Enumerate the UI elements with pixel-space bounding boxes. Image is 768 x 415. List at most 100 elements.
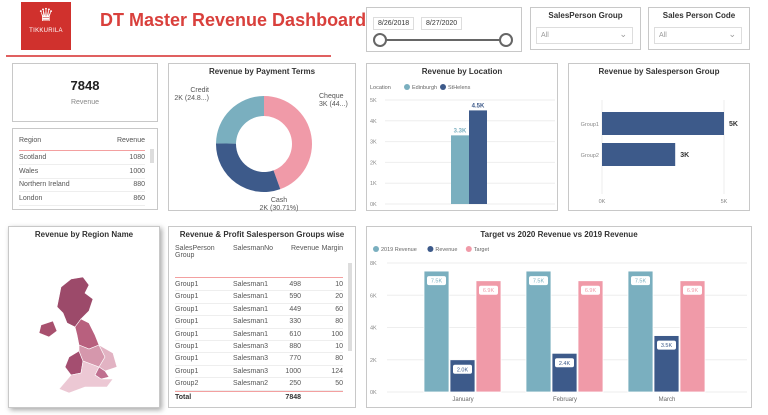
y-tick: 2K [370, 160, 377, 166]
chart-title: Revenue by Region Name [34, 230, 134, 239]
revenue-cell: 1000 [285, 367, 301, 375]
start-date-input[interactable]: 8/26/2018 [373, 17, 415, 30]
location-chart: Revenue by Location Location Edinburgh StH… [366, 63, 558, 211]
column-header-salesman[interactable]: SalesmanNo [233, 245, 274, 252]
region-north-england [74, 318, 100, 350]
slice-label: 2K (30.71%) [260, 205, 299, 212]
chevron-down-icon: ⌄ [619, 29, 627, 39]
category-label: Group2 [581, 153, 599, 159]
chart-title: Revenue by Payment Terms [208, 67, 316, 76]
data-label-box [529, 276, 548, 286]
region-name: Scotland [19, 154, 47, 161]
donut-slice-cheque[interactable] [264, 96, 313, 190]
table-row[interactable]: Group1 Salesman3 1000 124 [175, 366, 343, 379]
bar-target[interactable] [577, 280, 604, 393]
kpi-label: Revenue [70, 99, 100, 106]
salesperson-group-dropdown[interactable]: All ⌄ [536, 27, 633, 44]
slice-label: 2K (24.8...) [174, 95, 209, 102]
slice-name: Cash [271, 197, 287, 204]
data-label: 3.5K [661, 343, 673, 349]
donut-slice-cash[interactable] [216, 143, 281, 193]
bar-sthelens[interactable] [469, 110, 487, 204]
slice-name: Credit [190, 87, 209, 94]
table-total-row: Total 7848 [175, 391, 343, 404]
bar-group1[interactable] [602, 112, 724, 135]
table-row[interactable]: Group2 Salesman2 250 50 [175, 378, 343, 391]
column-header-revenue[interactable]: Revenue [291, 245, 320, 252]
bar-edinburgh[interactable] [451, 135, 469, 204]
group-cell: Group1 [175, 330, 199, 338]
table-row[interactable]: London 860 [19, 193, 145, 206]
table-row[interactable]: Group1 Salesman3 880 10 [175, 341, 343, 354]
end-date-input[interactable]: 8/27/2020 [421, 17, 463, 30]
salesman-cell: Salesman3 [233, 355, 269, 363]
table-row[interactable]: Group1 Salesman1 498 10 [175, 279, 343, 292]
salesperson-group-slicer: SalesPerson Group All ⌄ [530, 7, 641, 50]
region-name: Wales [19, 167, 39, 175]
group-cell: Group2 [175, 380, 199, 388]
bar-target[interactable] [475, 280, 502, 393]
target-revenue-chart: Target vs 2020 Revenue vs 2019 Revenue 2… [366, 226, 752, 408]
table-row[interactable]: Group1 Salesman1 330 80 [175, 316, 343, 329]
margin-cell: 100 [331, 330, 343, 338]
uk-map[interactable] [9, 227, 161, 409]
region-revenue: 1080 [129, 154, 145, 161]
data-label: 7.5K [533, 279, 545, 285]
data-label: 3K [680, 152, 689, 159]
x-tick: March [659, 397, 676, 403]
bar-2019-revenue[interactable] [525, 270, 552, 393]
region-revenue: 1000 [129, 167, 145, 175]
bar-revenue[interactable] [449, 359, 476, 393]
y-tick: 5K [370, 98, 377, 104]
region-south [58, 360, 114, 394]
slider-start-handle[interactable] [373, 33, 387, 47]
data-label: 2.4K [559, 361, 571, 367]
category-label: Group1 [581, 122, 599, 128]
table-row[interactable]: Wales 1000 [19, 166, 145, 179]
table-row[interactable]: Group1 Salesman1 590 20 [175, 291, 343, 304]
table-row[interactable]: Group1 Salesman1 449 60 [175, 304, 343, 317]
table-row[interactable]: Northern Ireland 880 [19, 179, 145, 192]
margin-cell: 20 [335, 293, 343, 301]
scrollbar[interactable] [150, 149, 154, 163]
bar-2019-revenue[interactable] [627, 270, 654, 393]
margin-cell: 10 [335, 281, 343, 288]
table-row[interactable]: Group1 Salesman1 610 100 [175, 329, 343, 341]
legend-marker [427, 246, 434, 252]
column-header-region[interactable]: Region [19, 137, 42, 144]
region-map: Revenue by Region Name [8, 226, 160, 408]
crown-icon: ♛ [37, 5, 55, 25]
column-header-group[interactable]: SalesPerson Group [175, 245, 215, 259]
table-row[interactable]: Scotland 1080 [19, 152, 145, 165]
margin-cell: 124 [331, 367, 343, 375]
region-revenue: 880 [133, 181, 145, 188]
margin-cell: 80 [335, 355, 343, 363]
donut-slice-credit[interactable] [216, 96, 264, 144]
legend-marker [440, 84, 446, 90]
scrollbar[interactable] [348, 263, 352, 351]
region-name: London [19, 194, 43, 202]
revenue-cell: 250 [289, 380, 301, 388]
sales-person-code-dropdown[interactable]: All ⌄ [654, 27, 742, 44]
dropdown-value: All [659, 32, 667, 39]
legend-label: Target [474, 247, 490, 253]
bar-group2[interactable] [602, 143, 676, 166]
slicer-title: Sales Person Code [662, 11, 736, 20]
revenue-cell: 880 [289, 343, 301, 350]
legend-title: Location [370, 85, 391, 91]
salesman-cell: Salesman1 [233, 330, 269, 338]
kpi-card: 7848 Revenue [12, 63, 158, 122]
table-row[interactable]: Group1 Salesman3 770 80 [175, 353, 343, 366]
column-header-margin[interactable]: Margin [321, 245, 343, 252]
bar-2019-revenue[interactable] [423, 270, 450, 393]
data-label-box [631, 276, 650, 286]
bar-target[interactable] [679, 280, 706, 393]
salesperson-profit-table: Revenue & Profit Salesperson Groups wise… [168, 226, 356, 408]
payment-terms-chart: Revenue by Payment Terms Cheque 3K (44...… [168, 63, 356, 212]
data-label: 7.5K [635, 279, 647, 285]
data-label: 6.9K [483, 288, 495, 294]
revenue-cell: 590 [289, 293, 301, 301]
data-label: 3.3K [454, 128, 467, 134]
column-header-revenue[interactable]: Revenue [116, 137, 145, 144]
slider-end-handle[interactable] [499, 33, 513, 47]
